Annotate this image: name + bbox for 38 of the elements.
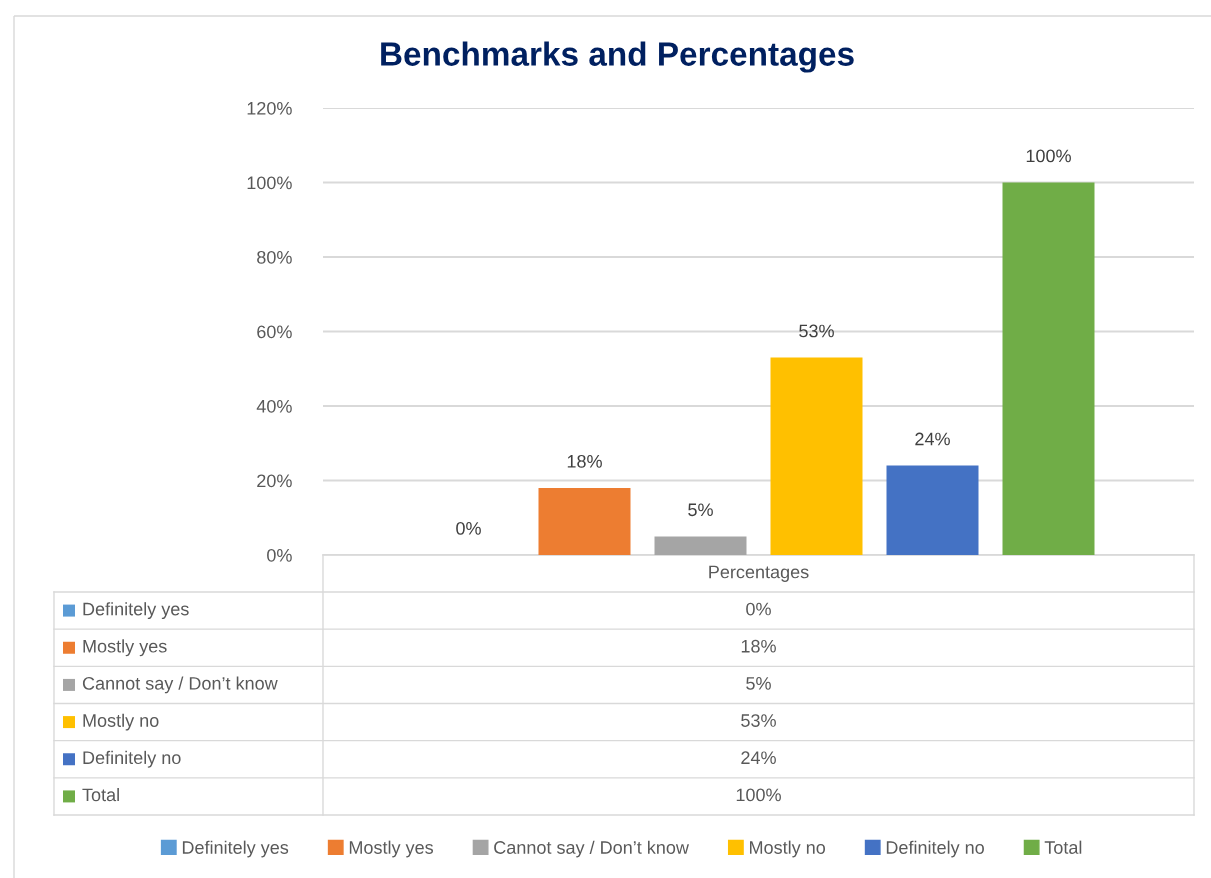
- bar: [538, 487, 631, 555]
- data-label: 100%: [1026, 149, 1071, 163]
- y-tick-label: 20%: [257, 474, 292, 488]
- chart-title: Benchmarks and Percentages: [381, 41, 854, 73]
- bar: [770, 357, 863, 555]
- y-tick-label: 80%: [257, 250, 292, 264]
- legend-label: Total: [1044, 840, 1082, 854]
- bar: [1002, 182, 1095, 555]
- data-label: 18%: [567, 454, 602, 468]
- text: 53%: [741, 714, 776, 727]
- text: 5%: [746, 677, 771, 690]
- y-tick-label: 120%: [247, 101, 292, 115]
- text: 24%: [741, 751, 776, 765]
- legend-label: Mostly no: [750, 840, 826, 858]
- text: Mostly no: [83, 713, 159, 731]
- text: 100%: [736, 788, 781, 802]
- text: 18%: [741, 639, 776, 653]
- data-label: 53%: [799, 324, 834, 338]
- text: Total: [82, 788, 119, 802]
- y-tick-label: 0%: [267, 548, 292, 562]
- text: Mostly yes: [83, 639, 167, 657]
- legend-label: Definitely yes: [182, 840, 289, 858]
- legend-label: Cannot say / Don’t know: [494, 840, 689, 858]
- y-tick-label: 100%: [247, 176, 292, 190]
- data-label: 24%: [915, 432, 950, 446]
- data-label: 0%: [746, 602, 771, 616]
- y-tick-label: 60%: [257, 325, 292, 339]
- text: Definitely yes: [83, 602, 189, 619]
- text: Cannot say / Don’t know: [82, 676, 278, 694]
- text: 0%: [456, 521, 481, 535]
- data-label: 5%: [688, 503, 713, 517]
- text: Definitely no: [83, 750, 181, 768]
- legend-label: Mostly yes: [349, 840, 434, 858]
- bar: [654, 536, 747, 555]
- bar: [886, 465, 979, 555]
- x-tick-label: Percentages: [709, 565, 809, 582]
- legend-label: Definitely no: [886, 840, 984, 858]
- y-tick-label: 40%: [256, 399, 292, 413]
